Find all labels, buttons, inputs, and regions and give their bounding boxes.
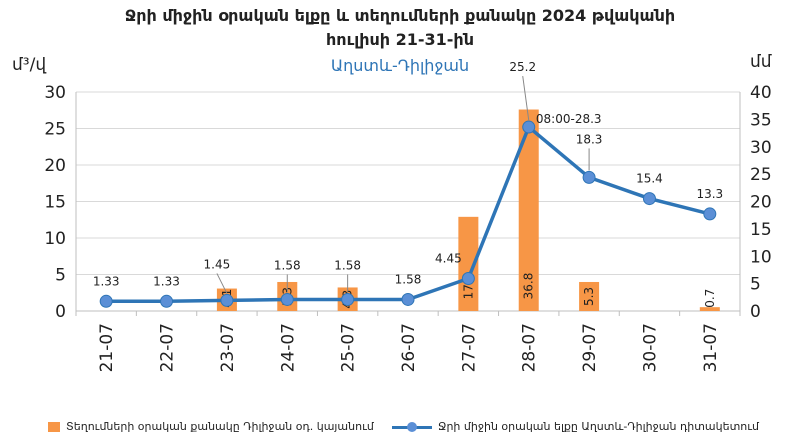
left-tick-label: 10: [44, 229, 66, 249]
discharge-point: [703, 207, 717, 221]
chart-subtitle: Աղստև-Դիլիջան: [330, 56, 470, 75]
right-tick-label: 40: [750, 83, 772, 103]
line-value-label: 1.58: [395, 272, 422, 286]
legend-item-discharge: Ջրի միջին օրական ելքը Աղստև-Դիլիջան դիտա…: [392, 420, 759, 433]
precipitation-bar: [699, 307, 720, 311]
precipitation-bar: [579, 281, 600, 311]
right-tick-label: 10: [750, 247, 772, 267]
bar-value-label: 5.3: [582, 287, 596, 306]
x-category-label: 30-07: [640, 323, 660, 372]
discharge-point: [220, 293, 234, 307]
legend-line-swatch: [392, 421, 432, 432]
discharge-point: [280, 292, 294, 306]
x-category-label: 31-07: [701, 323, 721, 372]
x-category-label: 23-07: [218, 323, 238, 372]
x-category-label: 24-07: [278, 323, 298, 372]
line-value-label: 1.58: [334, 258, 361, 272]
right-tick-label: 35: [750, 110, 772, 130]
left-tick-label: 30: [44, 83, 66, 103]
left-tick-label: 15: [44, 193, 66, 213]
right-tick-label: 5: [750, 275, 761, 295]
chart-title-line2: հուլիսի 21-31-ին: [326, 30, 474, 49]
x-category-label: 27-07: [459, 323, 479, 372]
x-category-label: 29-07: [580, 323, 600, 372]
x-category-label: 28-07: [520, 323, 540, 372]
chart-title-line1: Ջրի միջին օրական ելքը և տեղումների քանակ…: [124, 6, 676, 25]
left-tick-label: 20: [44, 156, 66, 176]
line-value-label: 1.33: [93, 274, 120, 288]
line-value-label: 13.3: [696, 187, 723, 201]
line-value-label: 15.4: [636, 172, 663, 186]
left-tick-label: 25: [44, 120, 66, 140]
peak-annotation: 08:00-28.3: [536, 112, 602, 126]
x-category-label: 21-07: [97, 323, 117, 372]
line-value-label: 25.2: [509, 60, 536, 74]
discharge-point: [99, 294, 113, 308]
left-axis-unit: մ³/վ: [12, 55, 47, 75]
line-value-label: 4.45: [435, 252, 462, 266]
bar-value-label: 0.7: [703, 289, 717, 308]
right-tick-label: 0: [750, 302, 761, 322]
discharge-point: [160, 294, 174, 308]
bar-value-label: 36.8: [522, 273, 536, 300]
legend-bar-swatch: [48, 421, 60, 432]
right-tick-label: 20: [750, 193, 772, 213]
discharge-point: [522, 120, 536, 134]
label-leader-line: [216, 273, 228, 294]
discharge-point: [582, 170, 596, 184]
x-category-label: 26-07: [399, 323, 419, 372]
legend-label-discharge: Ջրի միջին օրական ելքը Աղստև-Դիլիջան դիտա…: [438, 420, 760, 433]
left-tick-label: 5: [55, 266, 66, 286]
line-value-label: 1.58: [274, 258, 301, 272]
x-category-label: 22-07: [158, 323, 178, 372]
right-tick-label: 15: [750, 220, 772, 240]
precipitation-bar: [518, 109, 539, 312]
right-tick-label: 25: [750, 165, 772, 185]
line-value-label: 1.45: [204, 257, 231, 271]
right-tick-label: 30: [750, 138, 772, 158]
x-category-label: 25-07: [339, 323, 359, 372]
precipitation-bar: [458, 216, 479, 311]
line-value-label: 18.3: [576, 132, 603, 146]
legend-item-precipitation: Տեղումների օրական քանակը Դիլիջան օդ. կայ…: [48, 420, 374, 433]
left-tick-label: 0: [55, 302, 66, 322]
label-leader-line: [522, 75, 530, 121]
discharge-point: [341, 292, 355, 306]
right-axis-unit: մմ: [750, 52, 772, 72]
line-value-label: 1.33: [153, 274, 180, 288]
legend-label-precipitation: Տեղումների օրական քանակը Դիլիջան օդ. կայ…: [66, 420, 374, 433]
discharge-point: [461, 272, 475, 286]
discharge-point: [401, 292, 415, 306]
discharge-point: [642, 192, 656, 206]
